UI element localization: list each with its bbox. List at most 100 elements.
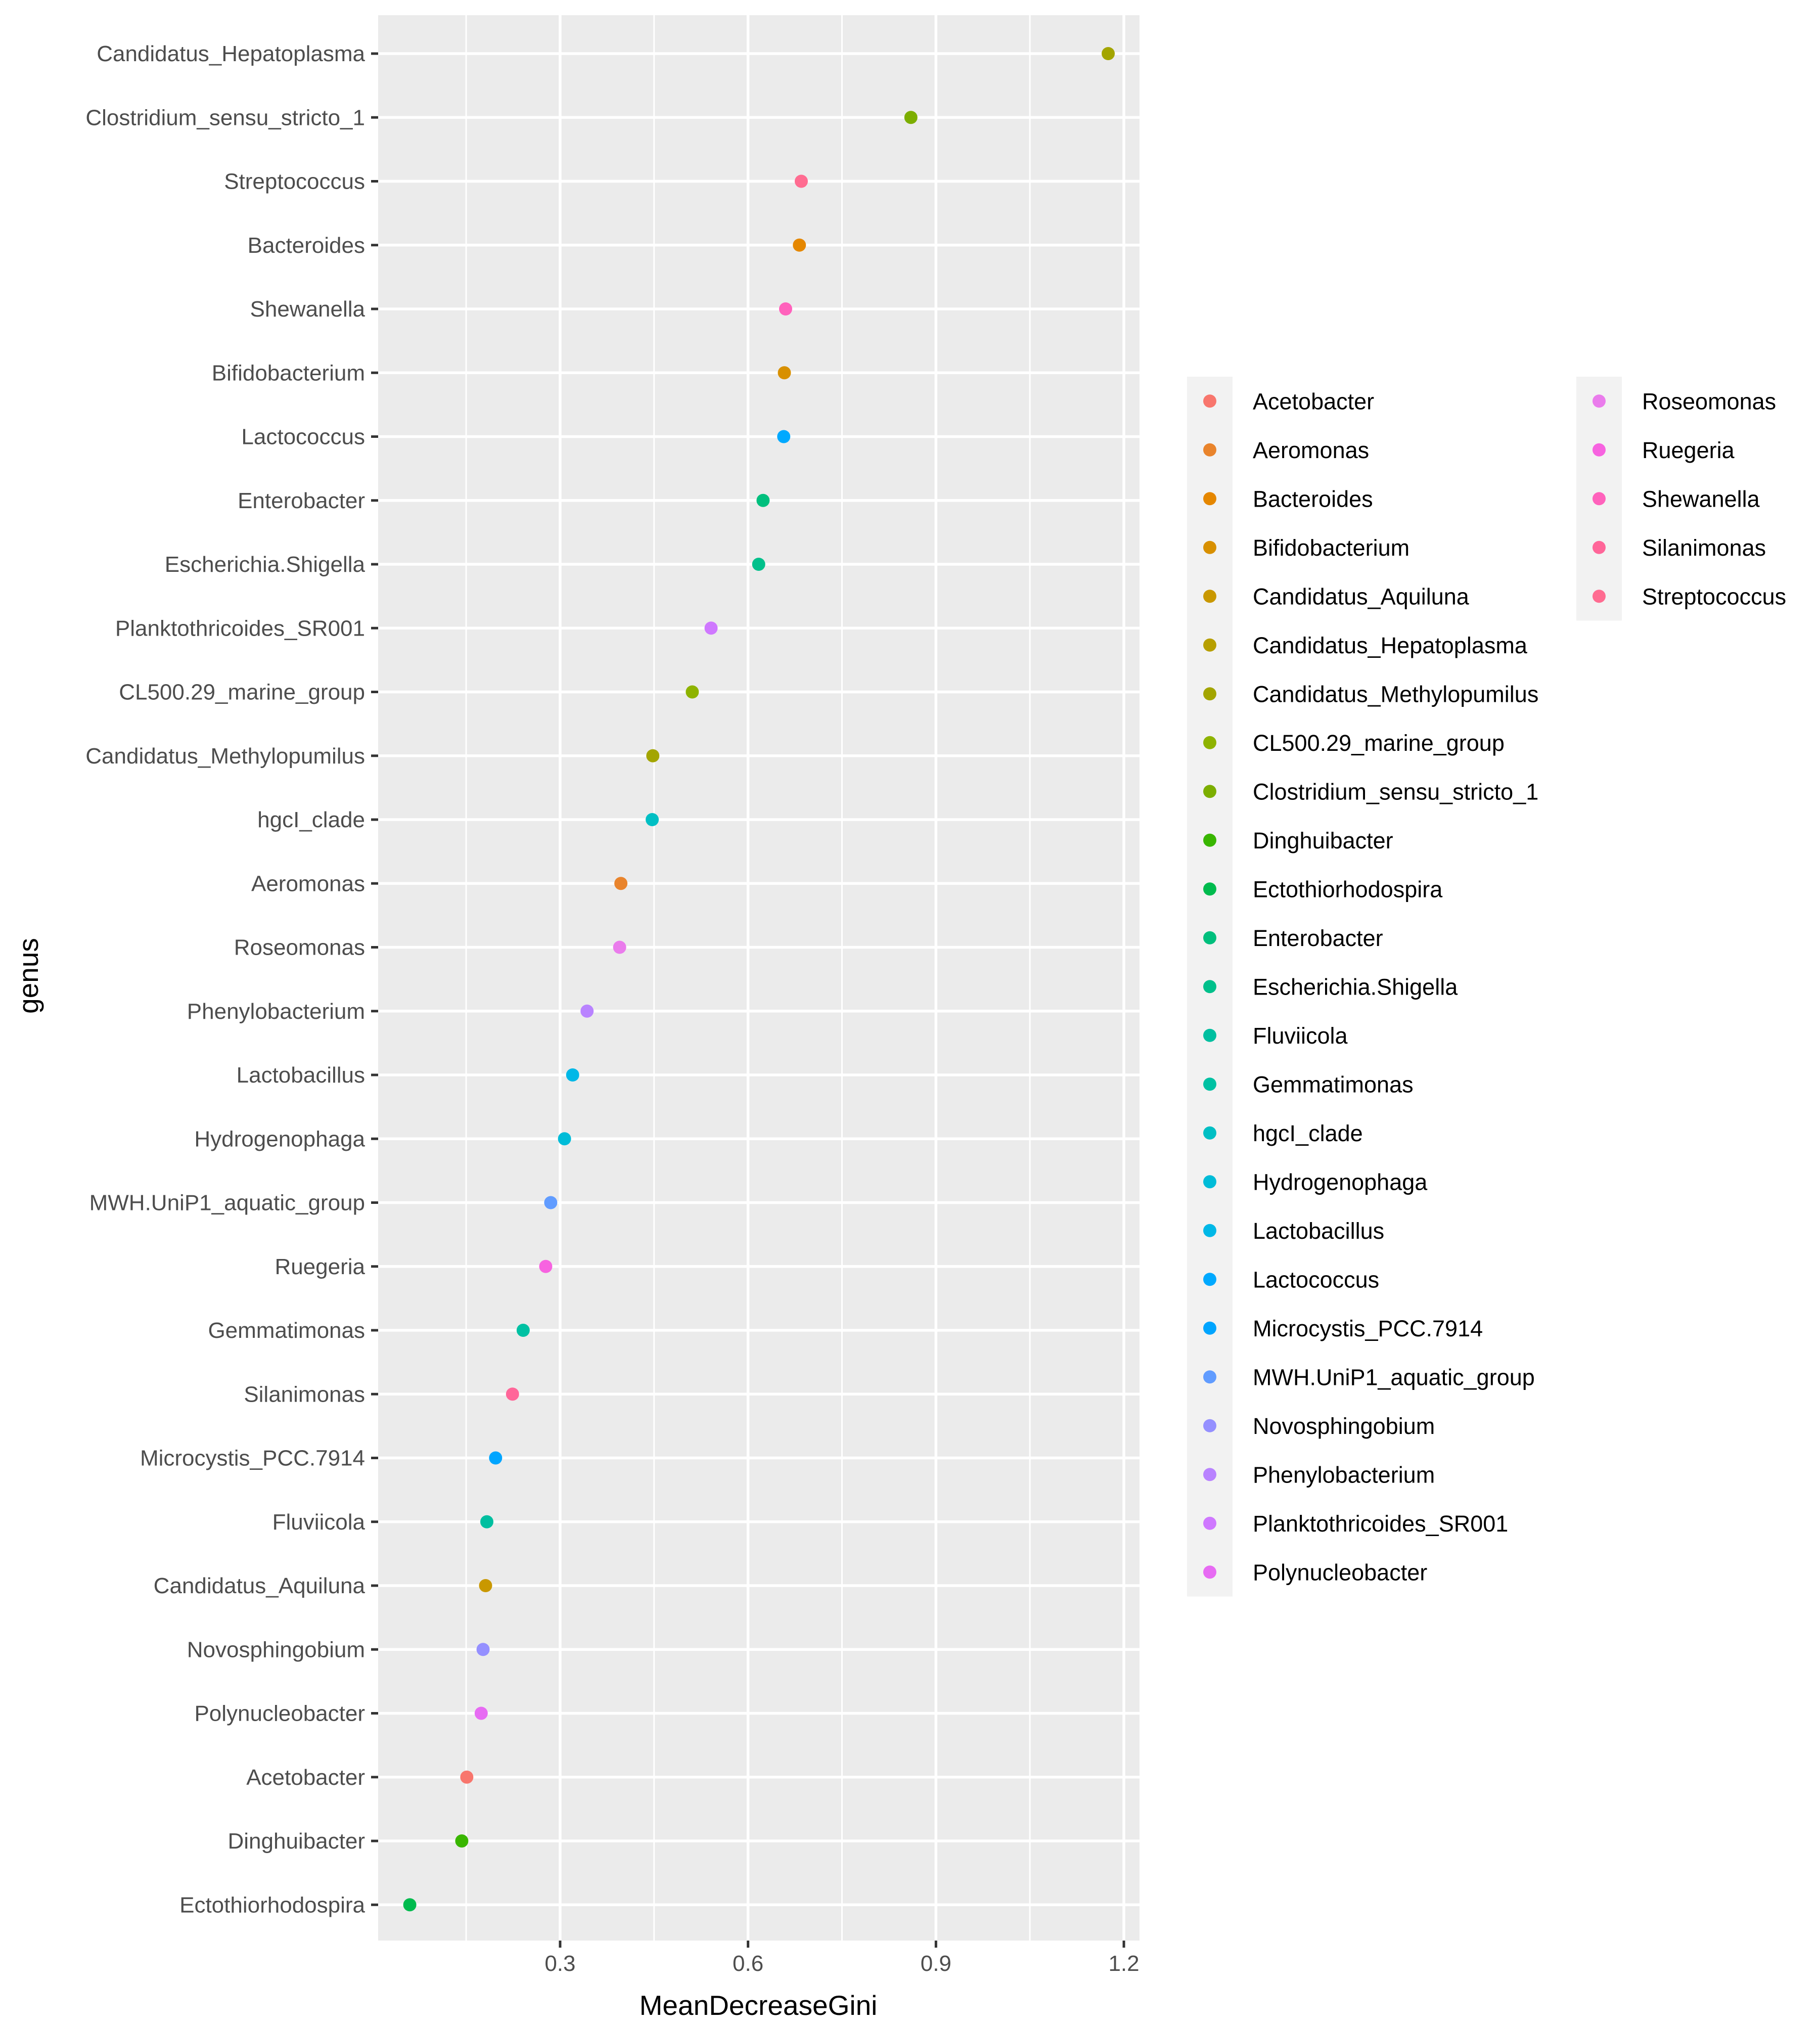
y-axis: Candidatus_Hepatoplasma Clostridium_sensu… [85, 41, 378, 1917]
data-point [752, 558, 765, 571]
data-point [756, 493, 770, 507]
legend-label: Lactobacillus [1253, 1218, 1384, 1244]
legend-key [1203, 1468, 1216, 1481]
x-axis-title: MeanDecreaseGini [640, 1990, 878, 2021]
y-tick-label: Hydrogenophaga [194, 1127, 365, 1151]
x-tick-label: 0.6 [733, 1951, 763, 1976]
legend-key [1203, 1321, 1216, 1335]
legend-label: Shewanella [1642, 486, 1760, 512]
y-tick-label: Lactobacillus [237, 1063, 365, 1088]
y-tick-label: Streptococcus [224, 169, 365, 194]
legend-label: Phenylobacterium [1253, 1462, 1435, 1488]
legend-label: Candidatus_Aquiluna [1253, 583, 1470, 609]
y-tick-label: Bacteroides [248, 233, 365, 258]
y-tick-label: hgcI_clade [257, 807, 365, 832]
y-tick-label: Gemmatimonas [208, 1318, 365, 1343]
y-tick-label: Silanimonas [244, 1382, 365, 1407]
y-tick-label: Dinghuibacter [228, 1829, 366, 1854]
legend-label: Streptococcus [1642, 583, 1786, 609]
data-point [1102, 47, 1115, 60]
y-tick-label: MWH.UniP1_aquatic_group [89, 1191, 365, 1216]
data-point [566, 1068, 579, 1082]
legend-label: Candidatus_Hepatoplasma [1253, 633, 1528, 658]
legend-label: Ectothiorhodospira [1253, 876, 1443, 902]
legend-label: Silanimonas [1642, 535, 1766, 561]
legend-key [1203, 1419, 1216, 1432]
x-axis: 0.3 0.6 0.9 1.2 [544, 1941, 1140, 1976]
y-tick-label: Clostridium_sensu_stricto_1 [85, 105, 365, 130]
legend-label: Novosphingobium [1253, 1413, 1435, 1439]
legend-label: Roseomonas [1642, 388, 1776, 414]
y-tick-label: Shewanella [250, 297, 366, 322]
legend-key [1203, 1565, 1216, 1579]
data-point [558, 1132, 571, 1146]
data-point [793, 238, 806, 252]
legend-key [1203, 882, 1216, 896]
legend-label: Bifidobacterium [1253, 535, 1409, 561]
y-tick-label: Polynucleobacter [194, 1701, 365, 1726]
legend-key [1203, 1224, 1216, 1237]
legend-label: Enterobacter [1253, 925, 1383, 951]
legend-key [1203, 785, 1216, 798]
data-points [403, 47, 1115, 1912]
y-tick-label: Roseomonas [234, 935, 365, 960]
data-point [613, 940, 626, 954]
data-point [614, 877, 628, 890]
y-tick-label: Fluviicola [272, 1510, 366, 1535]
y-tick-label: Ruegeria [275, 1254, 365, 1279]
legend-key [1203, 1516, 1216, 1530]
legend-key [1203, 980, 1216, 994]
legend-label: Microcystis_PCC.7914 [1253, 1316, 1483, 1341]
x-tick-label: 1.2 [1108, 1951, 1139, 1976]
legend-label: Aeromonas [1253, 437, 1369, 463]
y-tick-label: Microcystis_PCC.7914 [140, 1446, 365, 1471]
legend-key [1203, 590, 1216, 603]
legend-label: Polynucleobacter [1253, 1559, 1427, 1585]
data-point [474, 1706, 488, 1720]
legend-label: Gemmatimonas [1253, 1071, 1414, 1097]
legend-key [1203, 687, 1216, 701]
legend-key [1592, 443, 1606, 457]
y-tick-label: Acetobacter [246, 1765, 365, 1790]
legend-key [1592, 492, 1606, 506]
data-point [777, 430, 791, 443]
legend-key [1203, 638, 1216, 652]
data-point [646, 749, 660, 762]
data-point [704, 621, 718, 635]
data-point [778, 366, 791, 380]
y-tick-label: Novosphingobium [187, 1637, 365, 1662]
y-tick-label: Ectothiorhodospira [179, 1893, 365, 1917]
legend-key [1592, 590, 1606, 603]
data-point [476, 1643, 490, 1656]
legend-key [1203, 1175, 1216, 1189]
legend-label: MWH.UniP1_aquatic_group [1253, 1364, 1535, 1390]
data-point [460, 1770, 474, 1784]
data-point [455, 1834, 469, 1848]
panel-background [378, 15, 1140, 1941]
data-point [403, 1898, 417, 1912]
data-point [516, 1324, 530, 1337]
legend-label: Planktothricoides_SR001 [1253, 1511, 1508, 1537]
data-point [489, 1451, 503, 1465]
legend-key [1203, 1028, 1216, 1042]
legend-key [1203, 492, 1216, 506]
legend-key [1203, 833, 1216, 847]
plot-panel [378, 15, 1140, 1941]
x-tick-label: 0.3 [544, 1951, 575, 1976]
legend-key [1592, 541, 1606, 554]
legend-label: Fluviicola [1253, 1023, 1348, 1049]
y-tick-label: Candidatus_Hepatoplasma [97, 41, 365, 66]
legend-key [1203, 1370, 1216, 1384]
x-tick-label: 0.9 [921, 1951, 951, 1976]
legend-label: Dinghuibacter [1253, 828, 1393, 853]
y-tick-label: CL500.29_marine_group [119, 680, 365, 705]
data-point [779, 302, 792, 316]
y-tick-label: Bifidobacterium [212, 361, 365, 385]
data-point [539, 1259, 553, 1273]
legend-label: CL500.29_marine_group [1253, 730, 1505, 756]
legend-key [1203, 1077, 1216, 1091]
data-point [580, 1004, 594, 1018]
legend-key [1203, 1126, 1216, 1140]
